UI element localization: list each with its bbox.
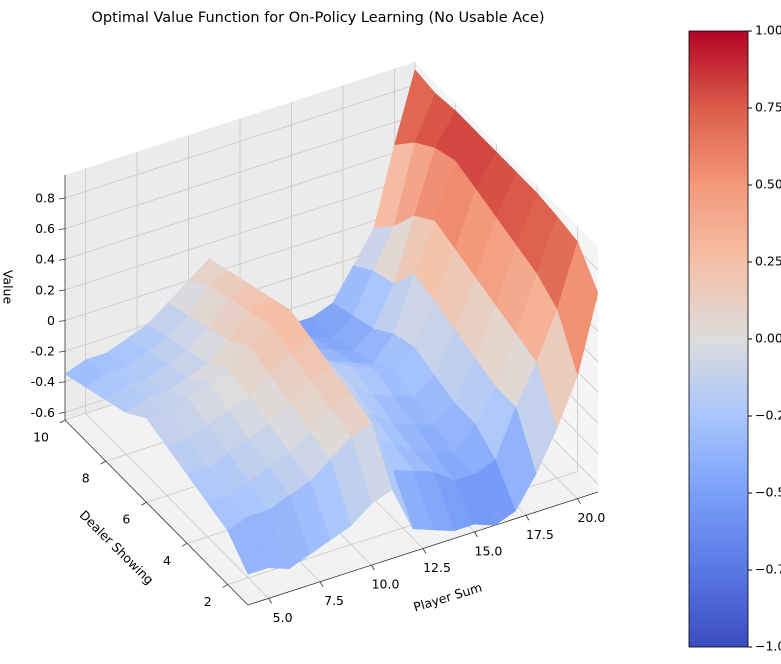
grid-line [64,176,416,291]
x-tick-label: 12.5 [423,560,451,575]
tick-mark [58,411,66,414]
chart-title: Optimal Value Function for On-Policy Lea… [92,10,545,26]
tick-mark [222,584,228,588]
y-tick-label: 6 [122,512,130,527]
colorbar-tick-label: −0.50 [755,485,781,500]
tick-mark [474,531,478,538]
x-tick-label: 10.0 [372,577,400,592]
colorbar-tick-label: 0.25 [755,254,781,269]
tick-mark [59,419,66,424]
grid-line [64,145,416,260]
x-tick-label: 7.5 [324,593,344,608]
z-tick-label: 0.6 [35,221,55,236]
grid-line [64,115,416,229]
tick-mark [525,515,530,521]
colorbar-tick-label: −0.75 [755,562,781,577]
x-axis-line [247,491,599,606]
tick-mark [58,320,66,322]
x-tick-label: 17.5 [526,527,554,542]
colorbar [688,30,749,648]
x-axis-label: Player Sum [412,580,484,615]
z-axis-label: Value [1,270,16,305]
colorbar-tick-label: −1.00 [755,639,781,654]
surface-patch [227,516,269,575]
tick-mark [100,460,106,465]
y-axis-line [64,419,249,606]
tick-mark [58,350,66,353]
tick-mark [577,498,581,504]
x-tick-label: 15.0 [475,543,503,558]
colorbar-tick-label: −0.25 [755,408,781,423]
z-tick-label: 0.8 [35,190,55,205]
grid-line [64,207,416,321]
tick-mark [58,289,66,292]
z-tick-label: -0.4 [31,374,55,389]
tick-mark [319,581,324,587]
colorbar-tick-label: 0.00 [755,331,781,346]
z-tick-label: 0.4 [35,252,55,267]
tick-mark [422,548,427,554]
grid-line [64,84,416,199]
tick-mark [58,228,66,230]
z-tick-label: 0 [47,313,55,328]
tick-mark [371,564,375,571]
x-tick-label: 20.0 [577,510,605,525]
tick-mark [58,258,66,261]
y-tick-label: 10 [33,430,49,445]
tick-mark [141,501,147,506]
y-tick-label: 2 [204,594,212,609]
z-tick-label: 0.2 [35,282,55,297]
tick-mark [58,197,66,200]
x-tick-label: 5.0 [273,610,293,625]
y-tick-label: 8 [82,471,90,486]
colorbar-tick-label: 1.00 [755,23,781,38]
tick-mark [268,598,272,604]
colorbar-tick-label: 0.75 [755,100,781,115]
z-tick-label: -0.2 [31,344,55,359]
z-tick-label: -0.6 [31,405,55,420]
y-axis-label: Dealer Showing [77,507,157,587]
tick-mark [58,381,66,384]
colorbar-tick-label: 0.50 [755,177,781,192]
y-tick-label: 4 [163,553,171,568]
tick-mark [181,542,188,547]
grid-line [85,413,269,599]
